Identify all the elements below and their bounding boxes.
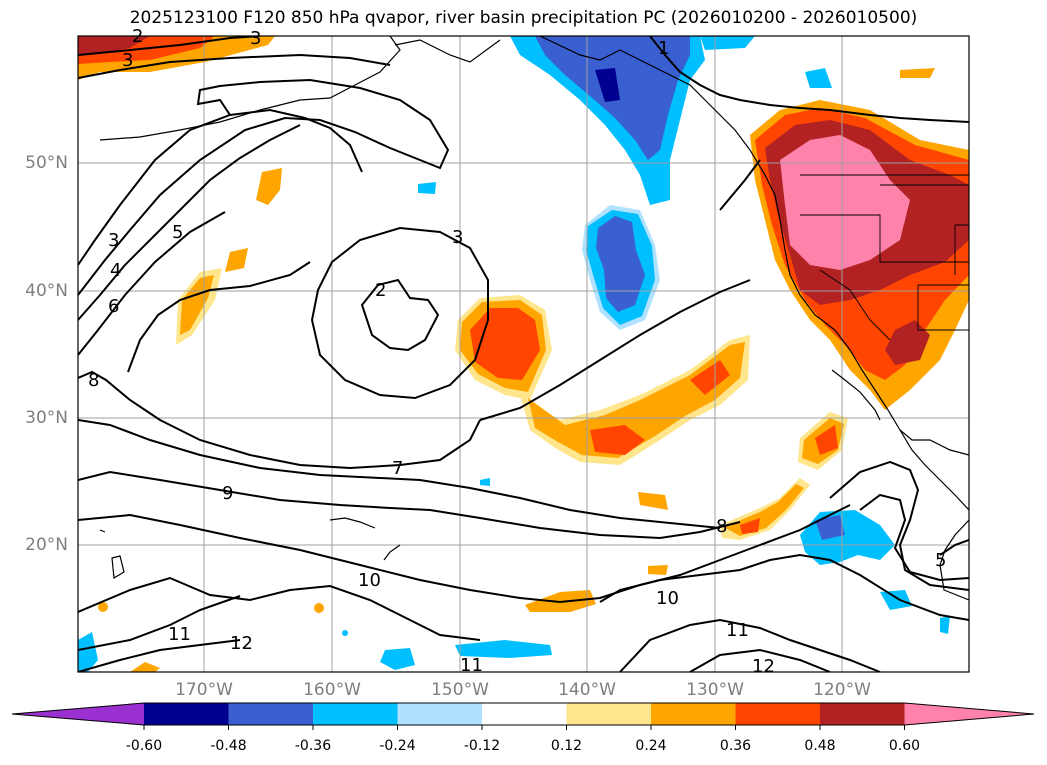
contour-label: 3 xyxy=(452,227,463,248)
shaded-field-positive xyxy=(78,36,969,672)
colorbar-segment xyxy=(566,703,651,725)
state-borders xyxy=(800,174,969,341)
colorbar-tick-label: -0.60 xyxy=(125,738,163,754)
contour-label: 3 xyxy=(122,50,133,71)
colorbar-segment xyxy=(397,703,482,725)
colorbar-segment xyxy=(313,703,398,725)
contour-label: 2 xyxy=(375,280,386,301)
coastlines xyxy=(99,36,969,601)
contour-label: 11 xyxy=(460,655,483,676)
colorbar-segment xyxy=(228,703,313,725)
colorbar-segment xyxy=(144,703,229,725)
lat-label: 30°N xyxy=(25,408,68,428)
contour-label: 11 xyxy=(168,624,191,645)
contour-label: 3 xyxy=(250,28,261,49)
contour-label: 10 xyxy=(358,570,381,591)
contour-label: 2 xyxy=(132,26,143,47)
colorbar-tick-label: -0.24 xyxy=(379,738,416,754)
colorbar-segment xyxy=(651,703,736,725)
lon-label: 170°W xyxy=(175,680,233,700)
colorbar-ticks xyxy=(143,725,905,730)
contour-label: 6 xyxy=(108,296,119,317)
lat-label: 50°N xyxy=(25,153,68,173)
contour-label: 8 xyxy=(88,370,99,391)
colorbar-tick-label: 0.36 xyxy=(719,738,752,754)
contour-label: 11 xyxy=(726,620,749,641)
contour-label: 12 xyxy=(752,656,775,677)
lon-label: 140°W xyxy=(558,680,616,700)
lon-label: 120°W xyxy=(813,680,871,700)
contour-label: 9 xyxy=(222,483,233,504)
colorbar-tick-label: 0.60 xyxy=(888,738,921,754)
contour-label: 5 xyxy=(172,222,183,243)
colorbar-tick-label: -0.36 xyxy=(294,738,332,754)
colorbar xyxy=(11,702,1035,730)
map-frame xyxy=(77,35,970,673)
colorbar-tick-label: 0.12 xyxy=(550,738,583,754)
lat-label: 40°N xyxy=(25,281,68,301)
colorbar-segment xyxy=(820,703,905,725)
colorbar-tick-label: 0.48 xyxy=(804,738,836,754)
qvapor-contours xyxy=(78,36,969,672)
colorbar-segment xyxy=(482,703,567,725)
colorbar-extend-min xyxy=(12,703,144,725)
contour-label: 12 xyxy=(230,633,253,654)
colorbar-tick-label: -0.48 xyxy=(210,738,247,754)
lat-label: 20°N xyxy=(25,535,68,555)
contour-label: 10 xyxy=(656,588,679,609)
contour-label: 1 xyxy=(658,38,669,59)
colorbar-extend-max xyxy=(904,703,1034,725)
contour-labels: 3 5 3 4 6 8 2 3 7 9 10 11 12 10 11 11 12… xyxy=(88,26,946,677)
contour-label: 4 xyxy=(110,260,121,281)
colorbar-tick-label: -0.12 xyxy=(463,738,501,754)
plot-title: 2025123100 F120 850 hPa qvapor, river ba… xyxy=(129,8,918,28)
contour-label: 7 xyxy=(392,458,403,479)
map-plot-area xyxy=(78,36,969,672)
colorbar-tick-label: 0.24 xyxy=(635,738,667,754)
colorbar-segment xyxy=(735,703,820,725)
contour-label: 8 xyxy=(716,516,727,537)
contour-label: 3 xyxy=(108,230,119,251)
lon-label: 160°W xyxy=(303,680,361,700)
contour-label: 5 xyxy=(935,550,946,571)
lon-label: 130°W xyxy=(686,680,744,700)
lon-label: 150°W xyxy=(431,680,489,700)
